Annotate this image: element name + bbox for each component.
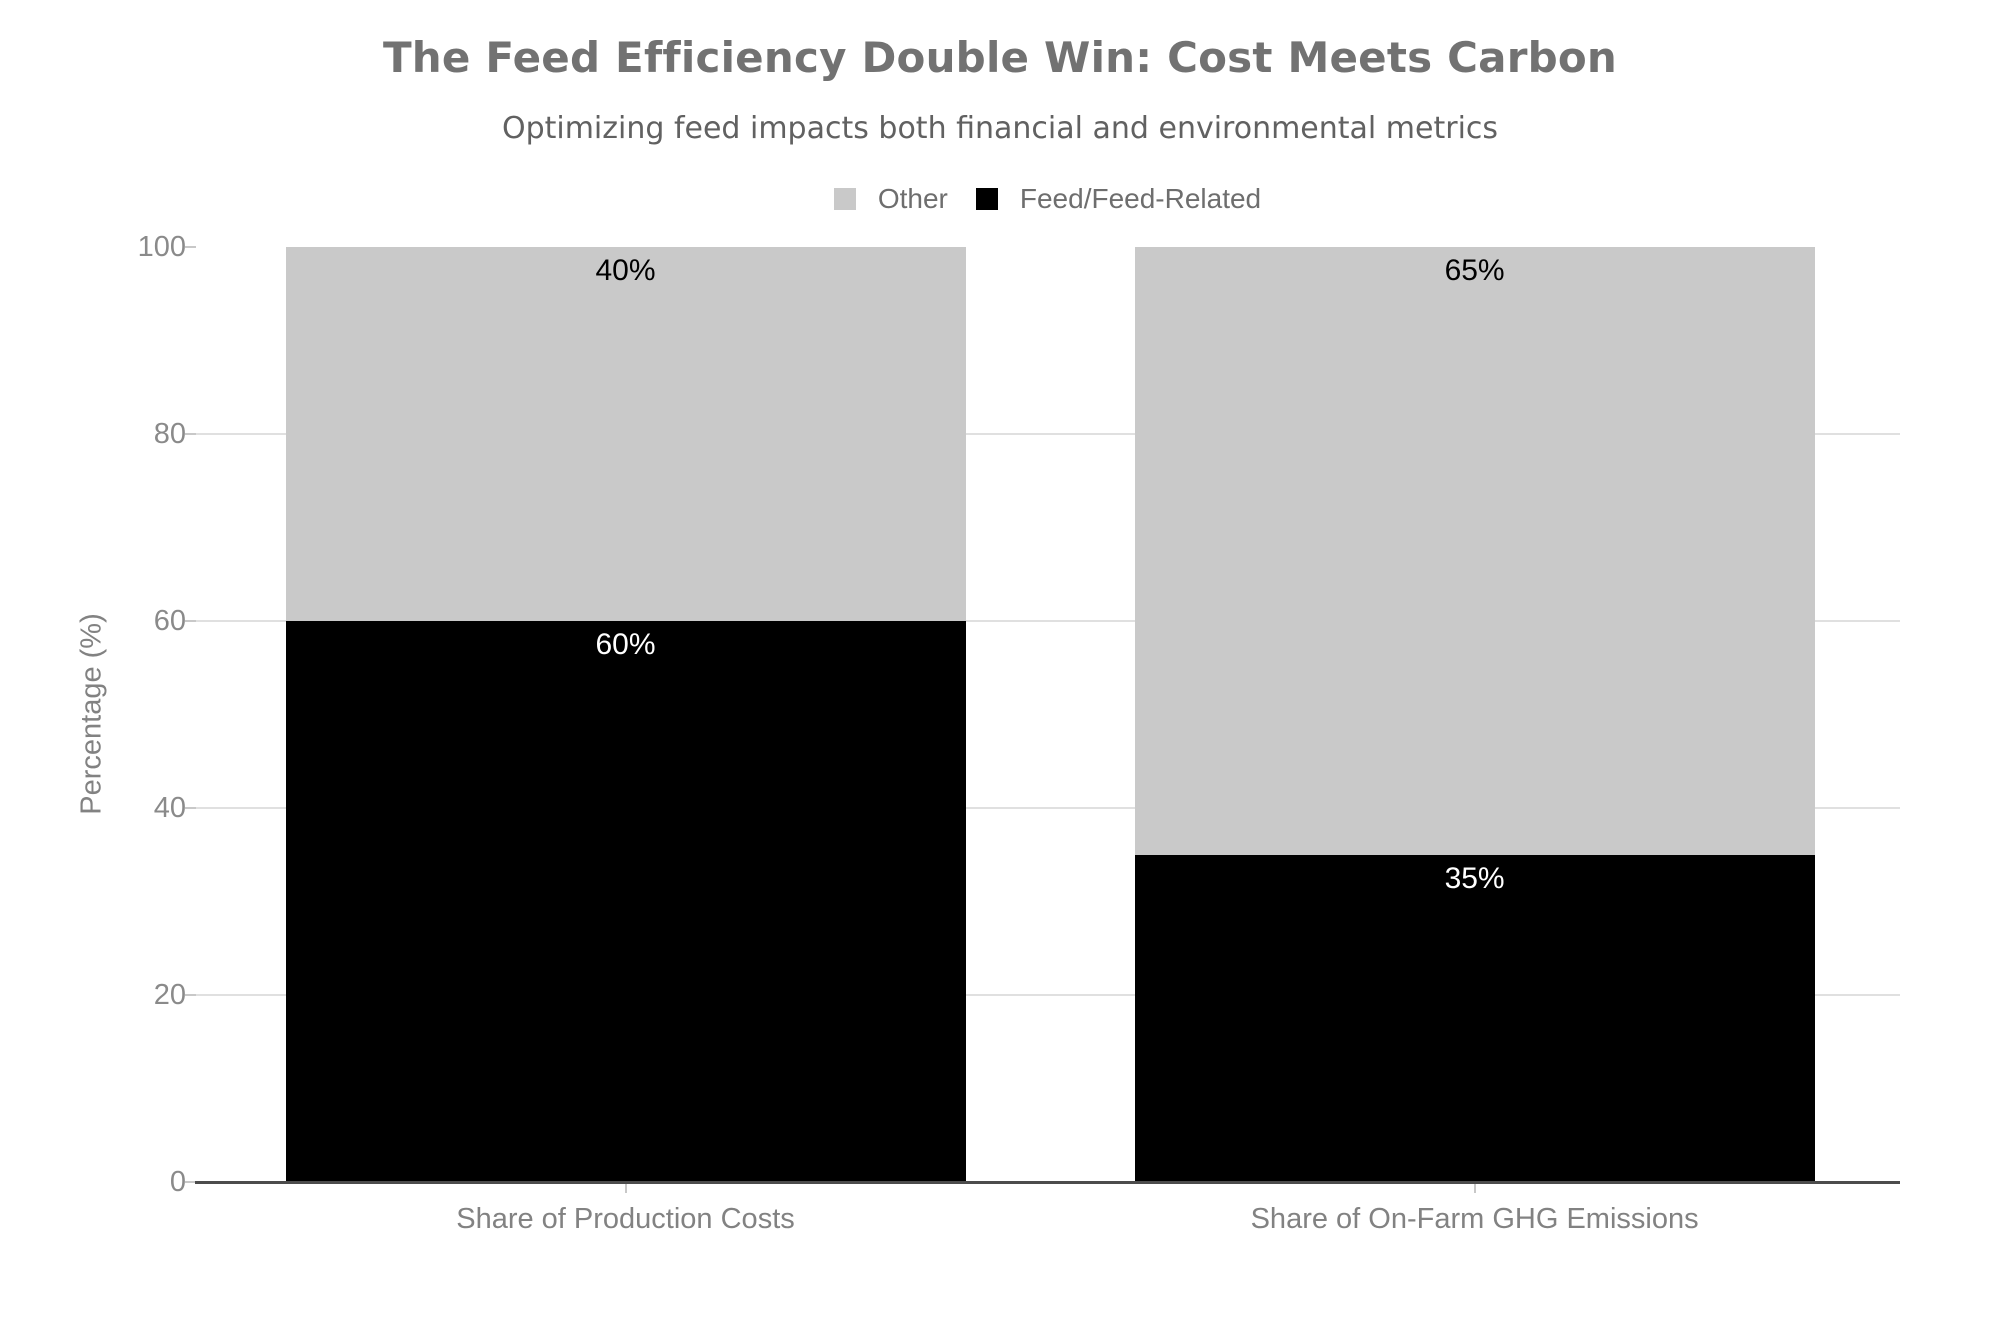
bar-value-label: 65% <box>1444 254 1505 287</box>
x-category-label: Share of Production Costs <box>456 1203 795 1235</box>
chart-title: The Feed Efficiency Double Win: Cost Mee… <box>382 33 1618 82</box>
bar-segment-feed-feed-related <box>1134 854 1815 1182</box>
y-tick-mark-40 <box>185 807 196 809</box>
gridline-20 <box>195 994 1900 996</box>
gridline-60 <box>195 620 1900 622</box>
bar-value-label: 40% <box>595 254 656 287</box>
legend-item: Feed/Feed-Related <box>975 183 1262 214</box>
legend-label: Feed/Feed-Related <box>1019 183 1262 214</box>
y-tick-label-40: 40 <box>153 792 186 824</box>
legend-swatch-icon <box>833 188 856 210</box>
gridline-40 <box>195 807 1900 809</box>
bar-segment-other <box>1134 247 1815 855</box>
legend-swatch-icon <box>975 188 998 210</box>
x-tick-mark <box>1473 1184 1476 1193</box>
y-axis-title: Percentage (%) <box>75 613 108 815</box>
y-tick-label-20: 20 <box>153 979 186 1011</box>
x-tick-mark <box>624 1184 627 1193</box>
x-axis-line <box>195 1181 1900 1184</box>
y-tick-mark-80 <box>185 433 196 435</box>
y-tick-label-60: 60 <box>153 605 186 637</box>
y-tick-mark-100 <box>185 246 196 248</box>
y-tick-mark-0 <box>185 1181 196 1183</box>
legend: Other Feed/Feed-Related <box>195 185 1900 213</box>
bar-value-label: 60% <box>595 628 656 661</box>
x-category-label: Share of On-Farm GHG Emissions <box>1250 1203 1699 1235</box>
bar-segment-other <box>285 247 966 621</box>
bar-segment-feed-feed-related <box>285 621 966 1182</box>
gridline-80 <box>195 433 1900 435</box>
y-tick-mark-60 <box>185 620 196 622</box>
legend-label: Other <box>877 183 948 214</box>
y-tick-label-0: 0 <box>169 1166 186 1198</box>
bar-value-label: 35% <box>1444 861 1505 895</box>
legend-item: Other <box>833 183 948 214</box>
chart-subtitle: Optimizing feed impacts both financial a… <box>501 111 1499 146</box>
y-tick-label-100: 100 <box>137 231 186 263</box>
y-tick-mark-20 <box>185 994 196 996</box>
y-tick-label-80: 80 <box>153 418 186 450</box>
